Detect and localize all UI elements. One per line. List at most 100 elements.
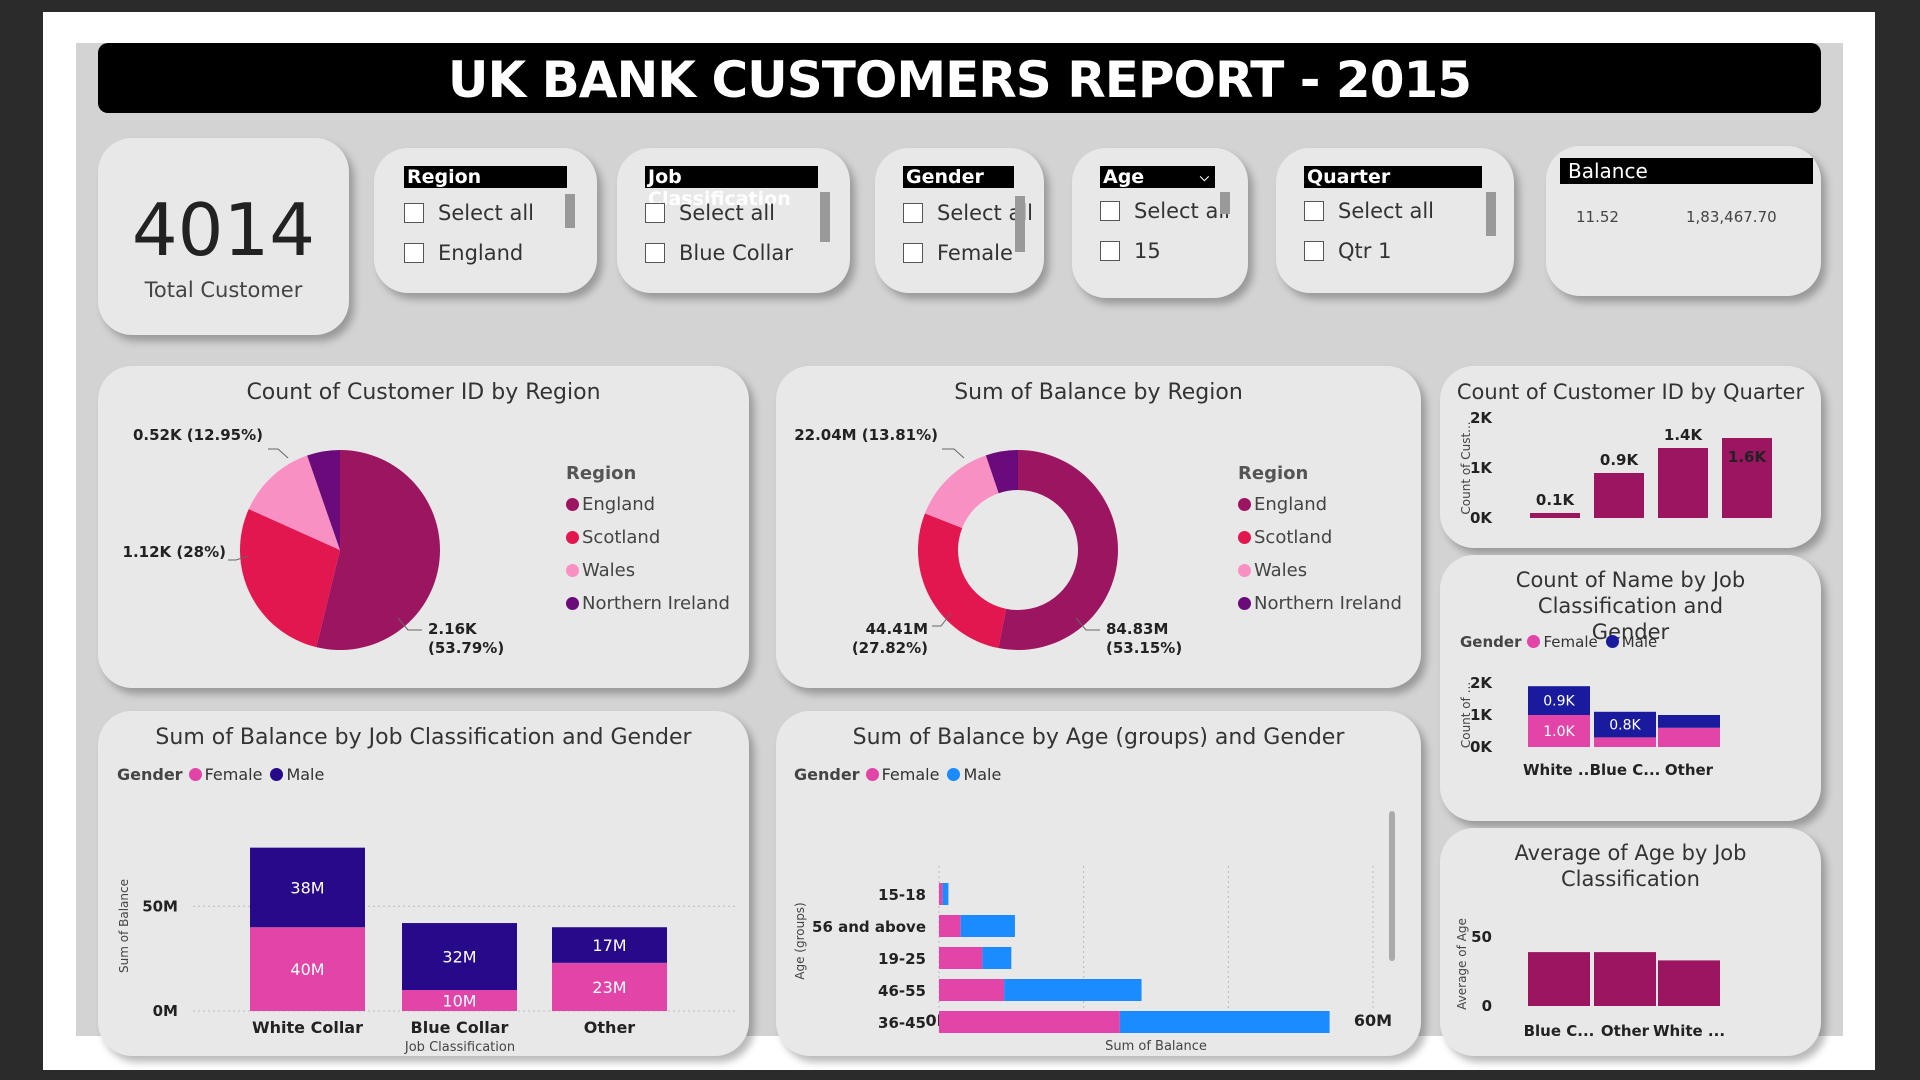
x-tick-label: Blue C... [1524, 1022, 1595, 1040]
chevron-down-icon[interactable]: ⌵ [1199, 170, 1209, 184]
leader-line [228, 555, 249, 561]
data-label: 22.04M (13.81%) [794, 426, 938, 444]
age-scrollbar[interactable] [1220, 192, 1230, 214]
legend-item-england[interactable]: England [566, 494, 730, 515]
age-slicer[interactable]: Age ⌵ Select all 15 [1072, 148, 1248, 298]
gender-slicer-title: Gender [903, 166, 1014, 188]
job-scrollbar[interactable] [820, 192, 830, 242]
bar-bluec [1528, 952, 1590, 1006]
leader-line [397, 617, 422, 631]
bar-white [1658, 960, 1720, 1006]
gender-option-female[interactable]: Female [903, 240, 1013, 266]
age-slicer-title: Age ⌵ [1100, 166, 1215, 188]
bar-value-label: 1.6K [1728, 448, 1768, 466]
balance-max-input[interactable]: 1,83,467.70 [1686, 208, 1777, 226]
quarter-scrollbar[interactable] [1486, 192, 1496, 236]
bar-qtr-4 [1722, 438, 1772, 518]
job-gender-count-title: Count of Name by Job Classification and … [1515, 568, 1746, 644]
gender-option-select-all[interactable]: Select all [903, 200, 1033, 226]
legend-item-northern-ireland[interactable]: Northern Ireland [566, 593, 730, 614]
checkbox-icon[interactable] [645, 243, 665, 263]
checkbox-icon[interactable] [404, 203, 424, 223]
bar-female [552, 962, 667, 1011]
region-scrollbar[interactable] [565, 194, 575, 228]
legend-item-northern-ireland[interactable]: Northern Ireland [1238, 593, 1402, 614]
checkbox-icon[interactable] [903, 203, 923, 223]
legend-item-wales[interactable]: Wales [1238, 560, 1402, 581]
quarter-count-card: Count of Customer ID by Quarter 0K 1K 2K Co… [1440, 366, 1821, 548]
bar-female [939, 883, 943, 905]
y-tick-label: 1K [1470, 459, 1493, 477]
y-axis-label: Count of Cust... [1459, 421, 1473, 514]
bar-value-label: 0.9K [1600, 451, 1640, 469]
bar-male [942, 883, 949, 905]
y-tick-label: 0K [1470, 509, 1493, 527]
pie-slice-scotland [918, 513, 1007, 649]
checkbox-icon[interactable] [1304, 201, 1324, 221]
quarter-slicer[interactable]: Quarter Select all Qtr 1 [1276, 148, 1514, 293]
legend-item-wales[interactable]: Wales [566, 560, 730, 581]
y-tick-label: 15-18 [878, 886, 926, 904]
balance-slicer[interactable]: Balance 11.52 1,83,467.70 [1546, 146, 1821, 296]
region-option-england[interactable]: England [404, 240, 523, 266]
balance-min-input[interactable]: 11.52 [1576, 208, 1619, 226]
gender-slicer[interactable]: Gender Select all Female [875, 148, 1044, 293]
pie-slice-northern-ireland [307, 450, 340, 550]
balance-slicer-title: Balance [1560, 158, 1813, 184]
bar-male [1528, 686, 1590, 715]
balance-age-gender-scrollbar[interactable] [1389, 811, 1395, 961]
job-slicer[interactable]: Job Classification Select all Blue Colla… [617, 148, 850, 293]
region-slicer-title: Region [404, 166, 567, 188]
quarter-count-title: Count of Customer ID by Quarter [1456, 380, 1805, 404]
quarter-slicer-title: Quarter [1304, 166, 1482, 188]
x-tick-label: White Collar [252, 1018, 363, 1037]
bar-value-label: 0.9K [1543, 694, 1575, 710]
bar-value-label: 10M [442, 992, 476, 1011]
region-balance-title: Sum of Balance by Region [954, 380, 1243, 405]
bar-male [1004, 979, 1142, 1001]
age-by-job-card: Average of Age by Job Classification 0 50… [1440, 828, 1821, 1056]
bar-value-label: 38M [290, 878, 324, 897]
x-tick-label: White ... [1653, 1022, 1725, 1040]
report-frame: UK BANK CUSTOMERS REPORT - 2015 4014 Tot… [43, 12, 1875, 1070]
data-label: 2.16K (53.79%) [428, 620, 504, 657]
total-customer-card: 4014 Total Customer [98, 138, 349, 335]
legend-item-england[interactable]: England [1238, 494, 1402, 515]
checkbox-icon[interactable] [1100, 241, 1120, 261]
checkbox-icon[interactable] [903, 243, 923, 263]
gender-scrollbar[interactable] [1015, 196, 1025, 252]
region-slicer[interactable]: Region Select all England [374, 148, 597, 293]
balance-job-gender-title: Sum of Balance by Job Classification and… [155, 725, 692, 750]
y-axis-label: Age (groups) [793, 902, 807, 980]
x-tick-label: Blue C... [1590, 761, 1661, 779]
checkbox-icon[interactable] [1100, 201, 1120, 221]
legend-title: Region [1238, 463, 1309, 484]
quarter-option-select-all[interactable]: Select all [1304, 198, 1434, 224]
job-option-select-all[interactable]: Select all [645, 200, 775, 226]
bar-female [1658, 727, 1720, 747]
legend-item-scotland[interactable]: Scotland [566, 527, 730, 548]
balance-job-gender-chart: 0M 50M Sum of Balance 40M 38M White Collar 10M… [117, 847, 738, 1055]
bar-male [1594, 711, 1656, 738]
bar-value-label: 1.4K [1664, 426, 1704, 444]
checkbox-icon[interactable] [1304, 241, 1324, 261]
y-tick-label: 56 and above [812, 918, 926, 936]
bar-qtr-1 [1530, 513, 1580, 518]
job-option-blue-collar[interactable]: Blue Collar [645, 240, 793, 266]
checkbox-icon[interactable] [645, 203, 665, 223]
y-tick-label: 1K [1470, 706, 1493, 724]
checkbox-icon[interactable] [404, 243, 424, 263]
legend-item-scotland[interactable]: Scotland [1238, 527, 1402, 548]
quarter-option-qtr1[interactable]: Qtr 1 [1304, 238, 1391, 264]
age-option-15[interactable]: 15 [1100, 238, 1161, 264]
bar-qtr-2 [1594, 473, 1644, 518]
y-tick-label: 0 [1482, 997, 1492, 1015]
y-axis-label: Sum of Balance [117, 879, 131, 973]
region-option-select-all[interactable]: Select all [404, 200, 534, 226]
bar-female [402, 990, 517, 1011]
age-option-select-all[interactable]: Select all [1100, 198, 1230, 224]
region-balance-legend: Region England Scotland Wales Northern I… [1238, 463, 1402, 626]
region-count-card: Count of Customer ID by Region 2.16K (53.… [98, 366, 749, 688]
